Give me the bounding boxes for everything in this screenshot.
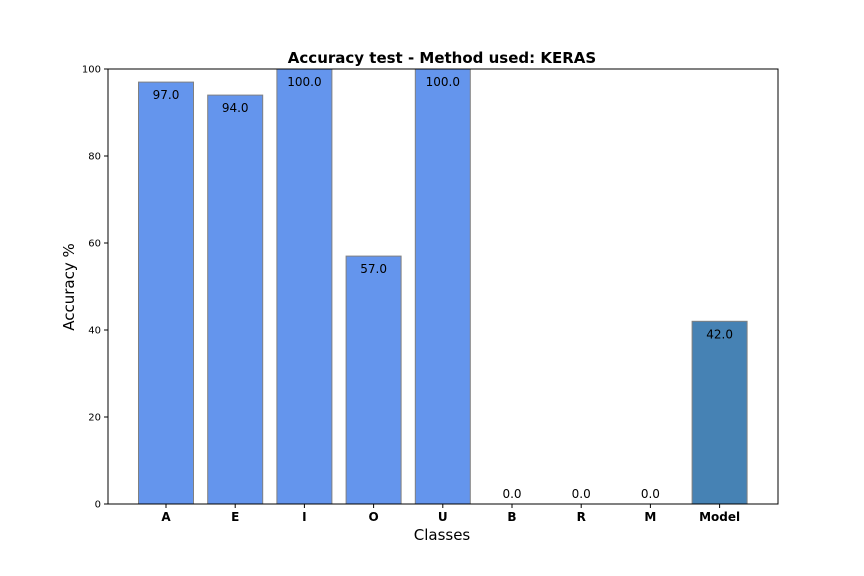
- x-tick-label-r: R: [577, 510, 586, 524]
- x-tick-label-b: B: [507, 510, 516, 524]
- bar-u: [414, 68, 471, 505]
- data-label-m: 0.0: [641, 487, 660, 501]
- x-axis-label: Classes: [414, 526, 471, 544]
- y-tick-label-20: 20: [88, 413, 101, 424]
- x-axis: A E I O U B R M Model: [161, 504, 740, 524]
- y-tick-label-80: 80: [88, 152, 101, 163]
- y-tick-label-40: 40: [88, 326, 101, 337]
- plot-frame: [107, 68, 779, 505]
- data-label-model: 42.0: [706, 327, 733, 341]
- x-tick-label-o: O: [368, 510, 378, 524]
- y-tick-label-60: 60: [88, 239, 101, 250]
- bars-group: [138, 68, 748, 505]
- data-label-o: 57.0: [360, 262, 387, 276]
- data-label-b: 0.0: [502, 487, 521, 501]
- data-labels-group: 97.0 94.0 100.0 57.0 100.0 0.0 0.0 0.0 42.0: [153, 75, 733, 501]
- x-tick-label-e: E: [231, 510, 239, 524]
- bar-a: [138, 81, 194, 505]
- y-axis-label: Accuracy %: [60, 243, 78, 331]
- data-label-u: 100.0: [426, 75, 460, 89]
- x-tick-label-u: U: [438, 510, 448, 524]
- y-tick-label-100: 100: [82, 65, 101, 76]
- x-tick-label-i: I: [302, 510, 306, 524]
- data-label-r: 0.0: [572, 487, 591, 501]
- data-label-e: 94.0: [222, 101, 249, 115]
- x-tick-label-m: M: [644, 510, 656, 524]
- data-label-i: 100.0: [287, 75, 321, 89]
- data-label-a: 97.0: [153, 88, 180, 102]
- x-tick-label-a: A: [161, 510, 171, 524]
- bar-model: [691, 320, 748, 505]
- y-tick-label-0: 0: [95, 500, 101, 511]
- bar-e: [207, 94, 264, 505]
- y-axis: 0 20 40 60 80 100: [82, 65, 108, 511]
- chart-title: Accuracy test - Method used: KERAS: [288, 49, 596, 67]
- bar-o: [345, 255, 402, 505]
- bar-i: [276, 68, 333, 505]
- x-tick-label-model: Model: [699, 510, 740, 524]
